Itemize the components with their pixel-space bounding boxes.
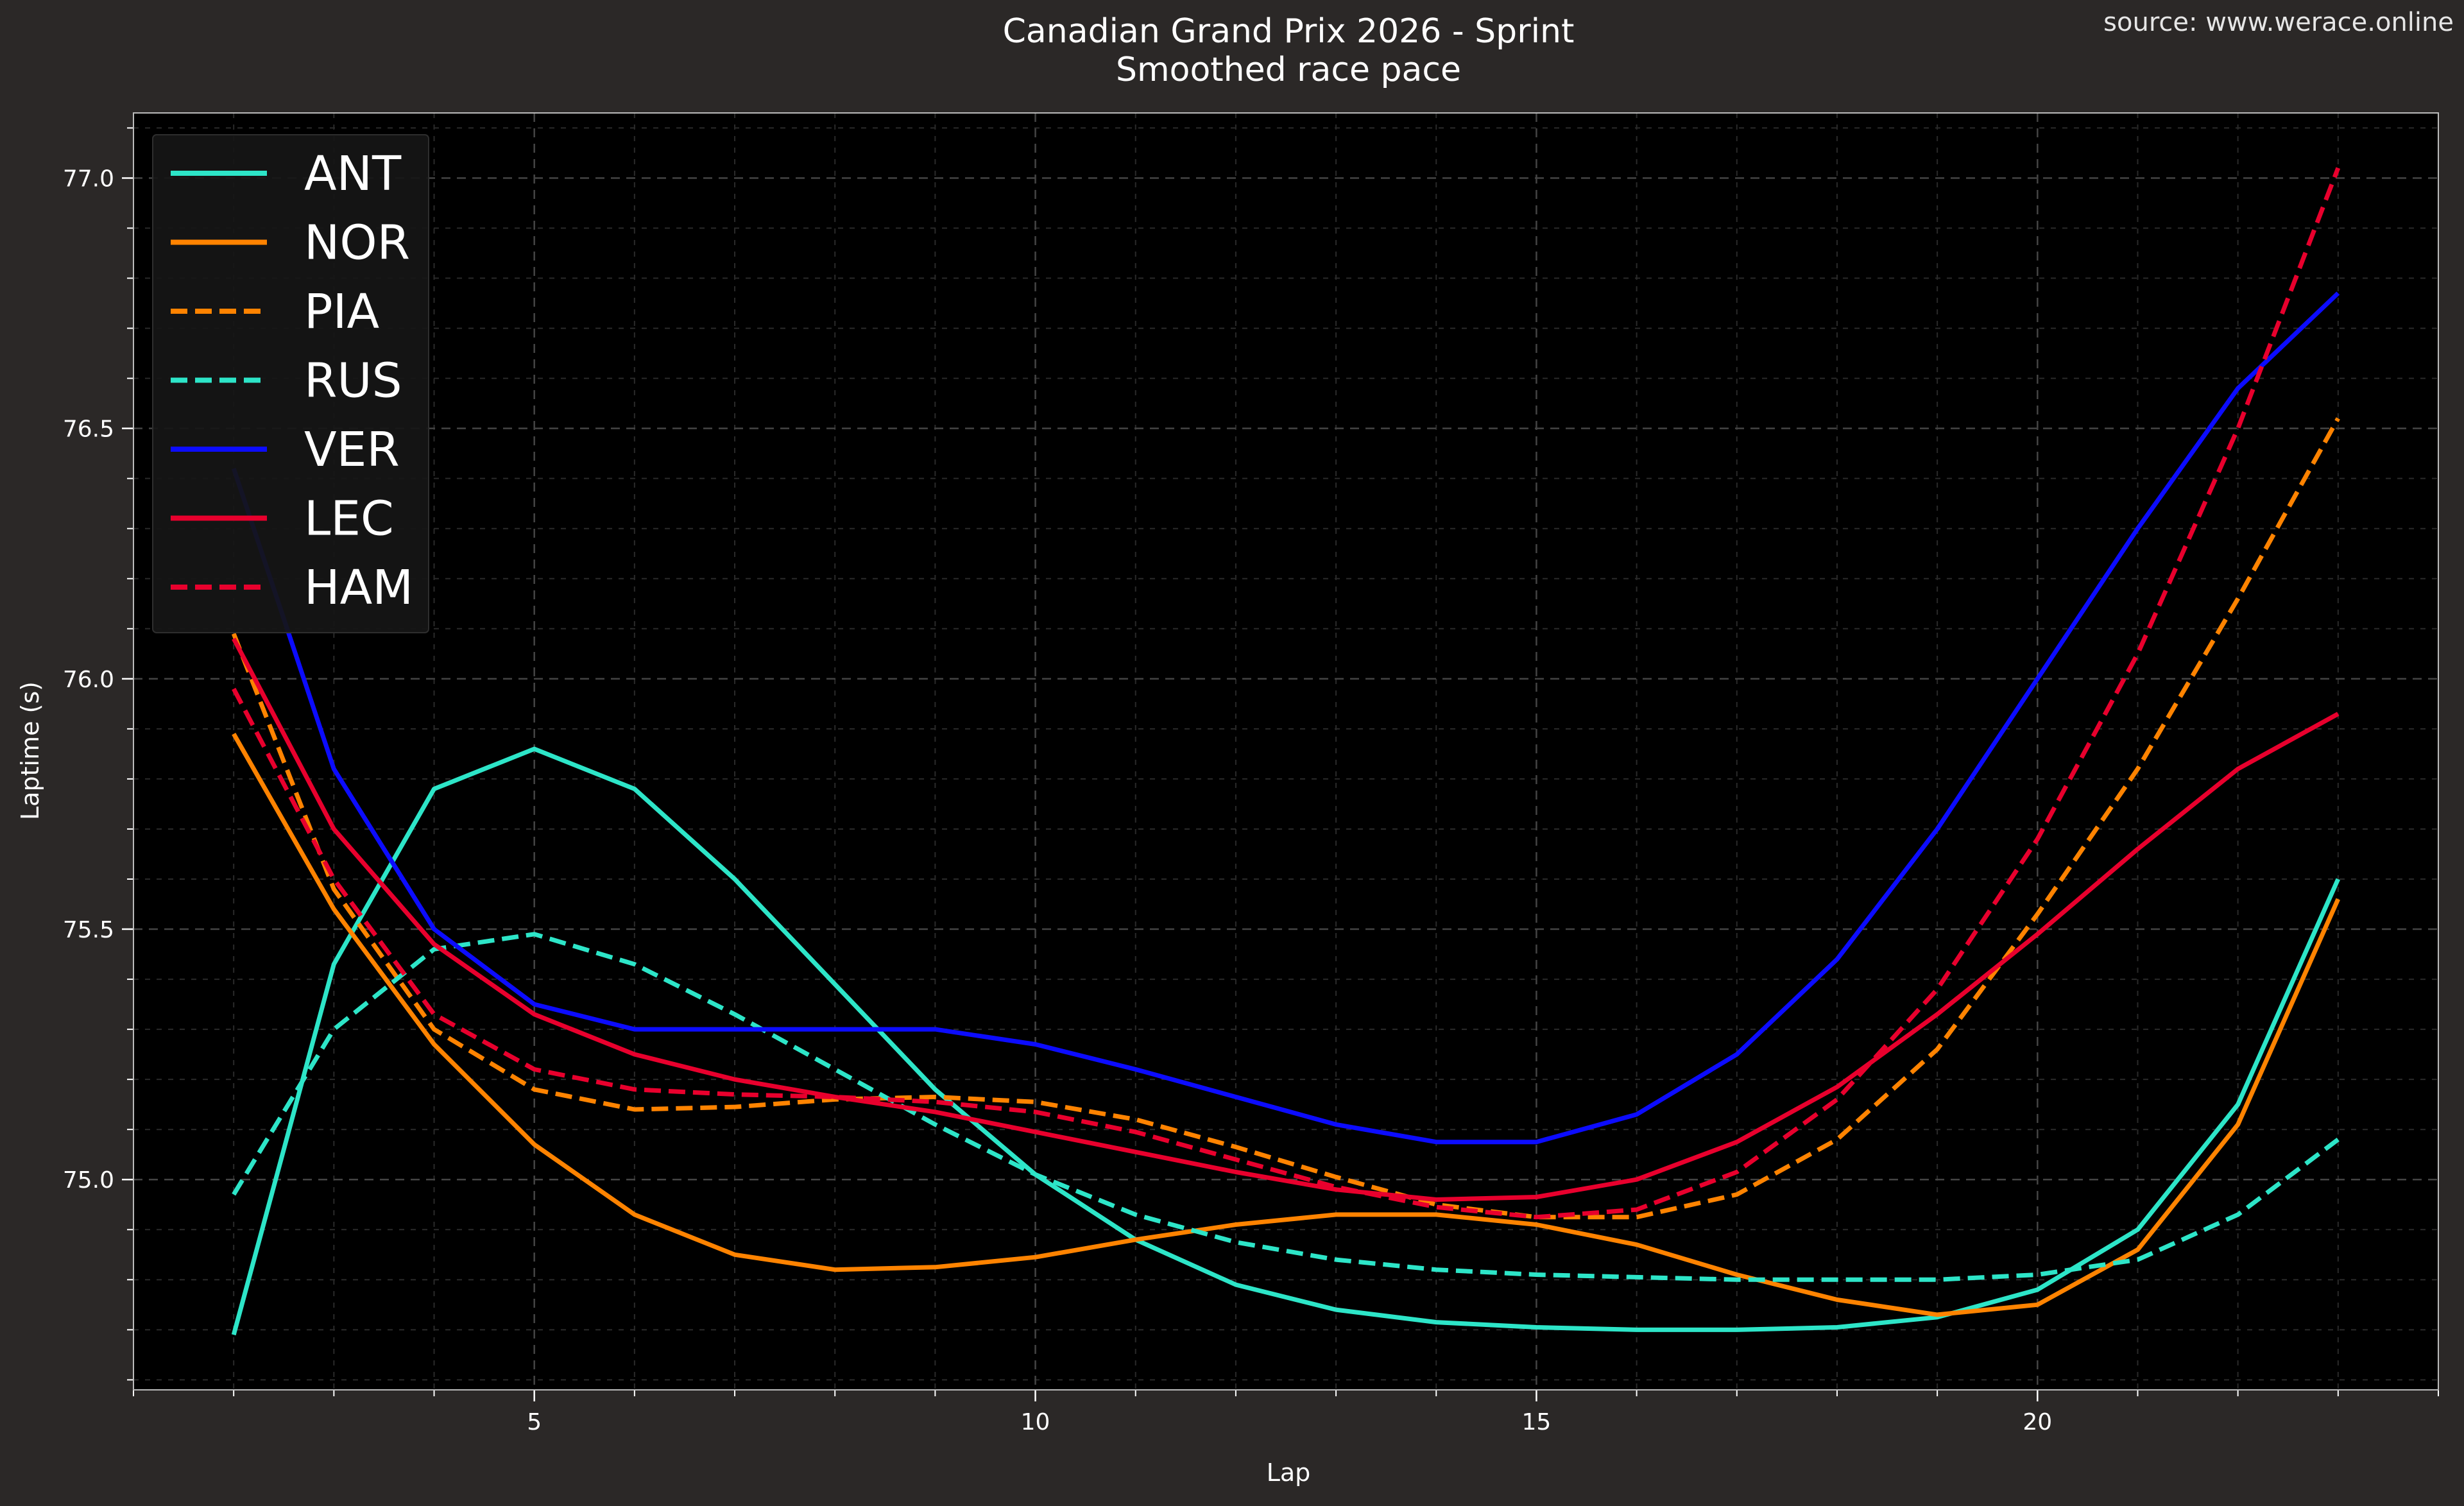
plot-area [133, 113, 2438, 1390]
series-line-ver [231, 291, 2340, 1145]
legend-label: RUS [304, 354, 402, 409]
y-tick-label: 75.0 [63, 1167, 114, 1194]
legend-entry-ver: VER [171, 422, 400, 477]
legend-label: PIA [304, 284, 379, 339]
series-line-lec [232, 637, 2340, 1202]
legend-label: LEC [304, 492, 394, 547]
chart-title: Canadian Grand Prix 2026 - Sprint [1003, 12, 1575, 51]
y-tick-label: 75.5 [63, 917, 114, 943]
y-axis-label: Laptime (s) [16, 681, 44, 820]
x-tick-label: 15 [1522, 1409, 1552, 1435]
legend-entry-lec: LEC [171, 492, 394, 547]
legend-label: VER [304, 422, 400, 477]
legend-label: NOR [304, 216, 410, 271]
x-tick-label: 5 [527, 1409, 542, 1435]
series-line-rus [232, 932, 2340, 1282]
series-line-ant [231, 746, 2340, 1336]
legend-label: HAM [304, 560, 413, 615]
legend-entry-ham: HAM [171, 560, 413, 615]
legend-entry-ant: ANT [171, 146, 402, 201]
x-axis-label: Lap [1267, 1459, 1311, 1487]
chart-subtitle: Smoothed race pace [1116, 51, 1461, 89]
series-line-pia [231, 417, 2340, 1220]
y-tick-label: 77.0 [63, 166, 114, 192]
source-credit: source: www.werace.online [2103, 8, 2454, 37]
legend-entry-pia: PIA [171, 284, 379, 339]
legend-entry-rus: RUS [171, 354, 402, 409]
tick-labels: 5 10 15 20 75.0 75.5 76.0 76.5 77.0 [63, 166, 2052, 1435]
x-tick-label: 20 [2023, 1409, 2052, 1435]
plot-frame [133, 112, 2439, 1390]
legend: ANT NOR PIA RUS VER LEC HAM [152, 134, 429, 633]
series-line-nor [232, 732, 2340, 1317]
legend-label: ANT [304, 146, 402, 201]
y-tick-label: 76.0 [63, 667, 114, 693]
legend-entry-nor: NOR [171, 216, 410, 271]
axes [122, 112, 2439, 1401]
series-line-ham [232, 167, 2341, 1220]
y-tick-label: 76.5 [63, 416, 114, 443]
legend-box [152, 134, 429, 633]
x-tick-label: 10 [1021, 1409, 1050, 1435]
series-lines [231, 167, 2341, 1336]
